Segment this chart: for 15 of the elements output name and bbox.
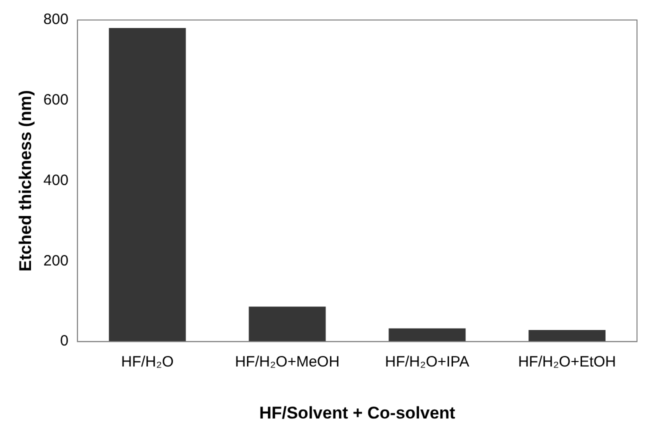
y-tick-label: 400 bbox=[43, 172, 68, 189]
x-tick-label: HF/H₂O+MeOH bbox=[234, 354, 340, 371]
y-axis-title: Etched thickness (nm) bbox=[16, 90, 35, 272]
bar bbox=[108, 28, 186, 342]
y-tick-label: 0 bbox=[60, 332, 68, 350]
bar bbox=[388, 328, 466, 342]
x-tick-label: HF/H₂O+IPA bbox=[385, 354, 470, 371]
y-tick-label: 600 bbox=[43, 92, 68, 109]
x-tick-label: HF/H₂O bbox=[121, 354, 174, 371]
bar bbox=[248, 306, 326, 342]
bar bbox=[528, 330, 606, 342]
y-tick-label: 200 bbox=[43, 252, 68, 270]
y-tick-label: 800 bbox=[43, 11, 68, 28]
x-tick-label: HF/H₂O+EtOH bbox=[518, 354, 616, 371]
x-axis-title: HF/Solvent + Co-solvent bbox=[259, 403, 456, 422]
